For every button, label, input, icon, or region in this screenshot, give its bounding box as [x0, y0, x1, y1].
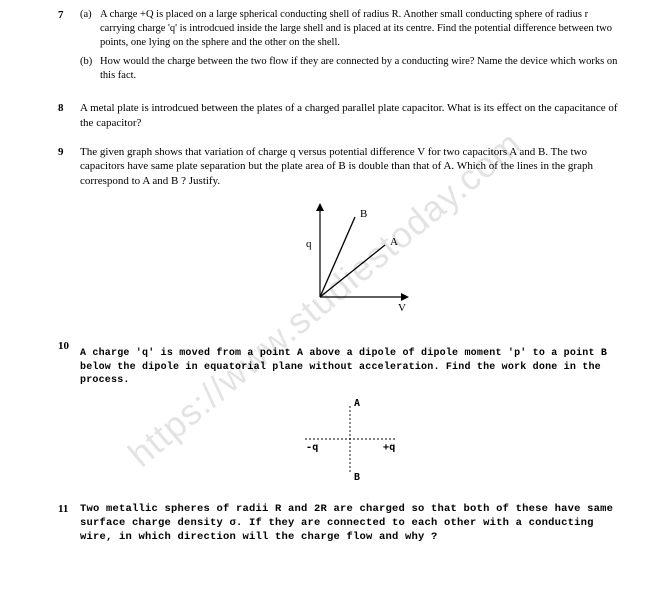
question-body: (a) A charge +Q is placed on a large sph… — [80, 8, 620, 87]
dipole-svg: A B -q +q — [270, 394, 430, 484]
chart-svg: q V B A — [270, 197, 430, 317]
question-text: The given graph shows that variation of … — [80, 145, 620, 190]
line-label-a: A — [390, 236, 398, 248]
line-label-b: B — [360, 208, 367, 220]
document-content: 7 (a) A charge +Q is placed on a large s… — [0, 0, 650, 552]
question-7: 7 (a) A charge +Q is placed on a large s… — [30, 8, 620, 87]
subpart-b: (b) How would the charge between the two… — [80, 55, 620, 83]
question-number: 11 — [30, 502, 80, 545]
subpart-text: How would the charge between the two flo… — [100, 55, 620, 83]
question-body: A charge 'q' is moved from a point A abo… — [80, 339, 620, 488]
question-9: 9 The given graph shows that variation o… — [30, 145, 620, 326]
label-plus-q: +q — [383, 442, 395, 453]
question-number: 8 — [30, 101, 80, 131]
axis-label-q: q — [306, 238, 312, 250]
subpart-label: (b) — [80, 55, 100, 83]
qv-chart: q V B A — [80, 197, 620, 317]
label-minus-q: -q — [306, 442, 318, 453]
question-8: 8 A metal plate is introdcued between th… — [30, 101, 620, 131]
axis-label-v: V — [398, 302, 406, 314]
question-10: 10 A charge 'q' is moved from a point A … — [30, 339, 620, 488]
question-body: The given graph shows that variation of … — [80, 145, 620, 326]
question-number: 10 — [30, 339, 80, 488]
label-b: B — [354, 472, 360, 483]
dipole-diagram: A B -q +q — [80, 394, 620, 484]
question-body: Two metallic spheres of radii R and 2R a… — [80, 502, 620, 545]
subpart-a: (a) A charge +Q is placed on a large sph… — [80, 8, 620, 51]
question-body: A metal plate is introdcued between the … — [80, 101, 620, 131]
question-11: 11 Two metallic spheres of radii R and 2… — [30, 502, 620, 545]
subpart-label: (a) — [80, 8, 100, 51]
question-text: A charge 'q' is moved from a point A abo… — [80, 347, 620, 388]
label-a: A — [354, 398, 360, 409]
question-number: 7 — [30, 8, 80, 87]
subpart-text: A charge +Q is placed on a large spheric… — [100, 8, 620, 51]
question-number: 9 — [30, 145, 80, 326]
